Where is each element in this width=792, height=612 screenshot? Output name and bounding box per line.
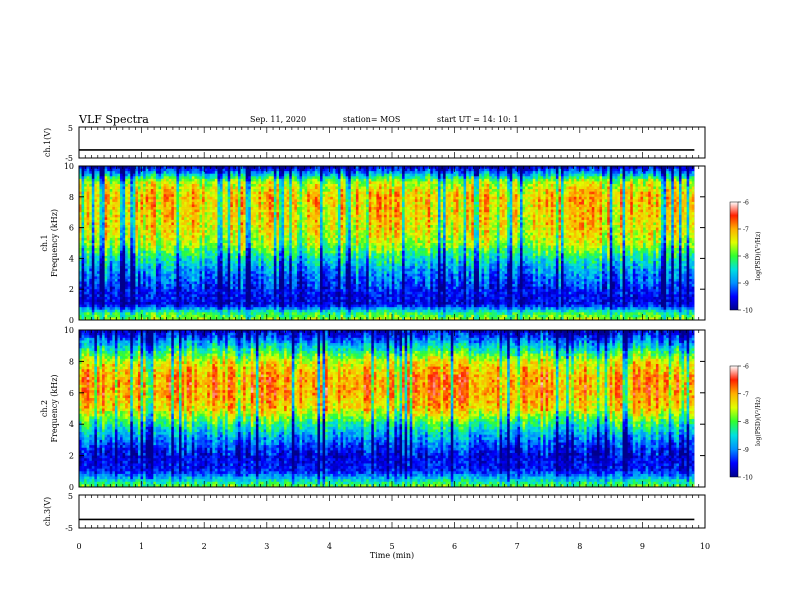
colorbar-tick-label: -9 [743,447,749,454]
y-tick-label: -5 [65,524,73,533]
y-axis-label: ch.1(V) [43,128,52,157]
x-tick-label: 9 [640,542,645,551]
colorbar-tick-label: -7 [743,391,749,398]
y-tick-label: 2 [69,285,74,294]
colorbar [729,201,739,311]
x-tick-label: 3 [264,542,269,551]
y-tick-label: 6 [69,224,74,233]
y-tick-label: 5 [68,492,73,501]
spectrogram-image [79,166,695,320]
y-tick-label: 4 [69,420,74,429]
colorbar-tick-label: -6 [743,364,749,371]
ch1-spectrogram-panel: 0 2 4 6 8 10 ch.1 Frequency (kHz) -6 -7 -8 -9 -10 log… [40,162,762,325]
y-axis-label-frequency: Frequency (kHz) [50,209,59,277]
x-tick-label: 5 [389,542,394,551]
x-tick-label: 7 [515,542,520,551]
ch1-waveform-panel: 5 -5 ch.1(V) [43,124,706,163]
figure-title: VLF Spectra [79,113,149,126]
y-axis-label: ch.3(V) [43,497,52,526]
x-axis-label: Time (min) [370,551,414,560]
y-axis-label-channel: ch.1 [40,234,49,251]
x-axis: 0 1 2 3 4 5 6 7 8 9 10 Time (min) [76,542,710,560]
y-tick-label: 2 [69,452,74,461]
colorbar-tick-label: -8 [743,254,749,261]
ch3-waveform-panel: 5 -5 ch.3(V) [43,492,706,533]
colorbar-tick-label: -10 [743,475,753,482]
colorbar-tick-label: -7 [743,227,749,234]
y-tick-label: -5 [65,154,73,163]
x-tick-label: 2 [202,542,207,551]
y-tick-label: 5 [68,124,73,133]
figure-start-time: start UT = 14: 10: 1 [437,115,518,124]
y-tick-label: 6 [69,389,74,398]
x-tick-label: 1 [139,542,144,551]
ch2-spectrogram-panel: 0 2 4 6 8 10 ch.2 Frequency (kHz) -6 -7 -8 -9 -10 log… [40,326,762,492]
x-tick-label: 8 [577,542,582,551]
y-tick-label: 4 [69,254,74,263]
y-tick-label: 8 [69,357,74,366]
y-axis-label-channel: ch.2 [40,400,49,417]
y-axis-label-frequency: Frequency (kHz) [50,374,59,442]
y-tick-label: 0 [69,316,74,325]
colorbar-tick-label: -6 [743,200,749,207]
y-tick-label: 10 [64,162,74,171]
colorbar-label: log(PSD)(V²/Hz) [755,232,762,281]
y-tick-label: 10 [64,326,74,335]
x-tick-label: 4 [327,542,332,551]
colorbar [729,365,739,478]
y-tick-label: 8 [69,193,74,202]
colorbar-tick-label: -9 [743,281,749,288]
colorbar-tick-label: -10 [743,308,753,315]
colorbar-tick-label: -8 [743,419,749,426]
x-tick-label: 0 [76,542,81,551]
colorbar-label: log(PSD)(V²/Hz) [755,397,762,446]
x-tick-label: 10 [700,542,710,551]
spectrogram-image [79,330,695,487]
y-tick-label: 0 [69,483,74,492]
x-tick-label: 6 [452,542,457,551]
figure-date: Sep. 11, 2020 [250,115,306,124]
figure-station: station= MOS [343,115,400,124]
